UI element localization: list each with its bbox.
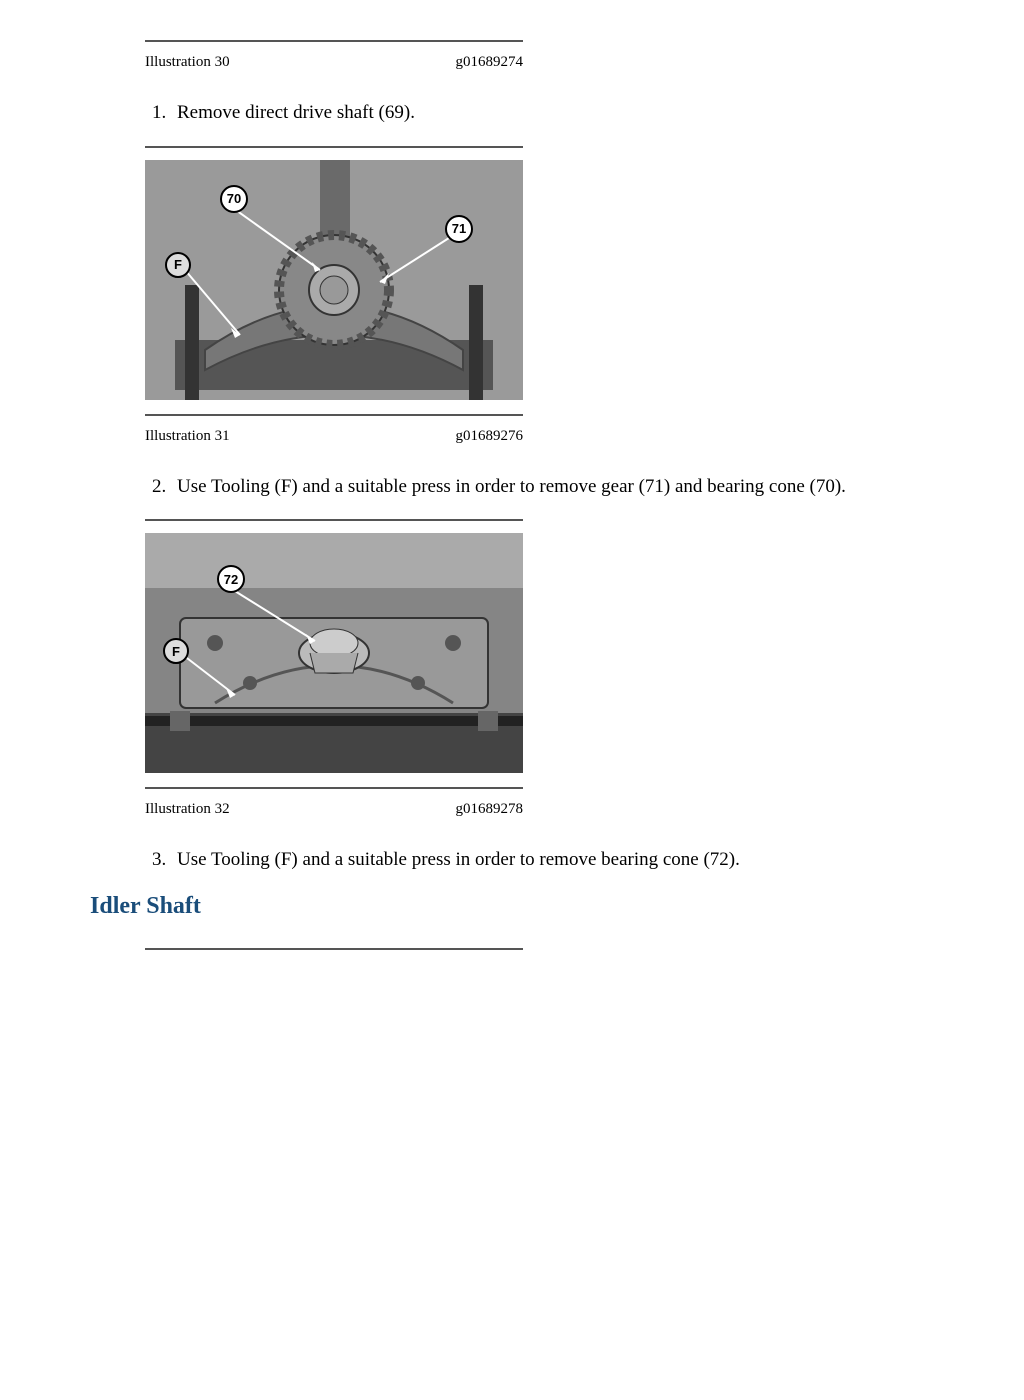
section-idler-shaft: Idler Shaft: [90, 893, 934, 920]
step-list-3: Use Tooling (F) and a suitable press in …: [145, 846, 934, 875]
step-2: Use Tooling (F) and a suitable press in …: [171, 473, 934, 502]
figure-32-rule-top: [145, 519, 523, 521]
figure-32-label: Illustration 32: [145, 801, 230, 818]
step-1-text: Remove direct drive shaft (69).: [177, 102, 415, 123]
step-list-2: Use Tooling (F) and a suitable press in …: [145, 473, 934, 502]
step-list-1: Remove direct drive shaft (69).: [145, 99, 934, 128]
figure-next-block: [145, 948, 934, 950]
callout-71: 71: [445, 215, 473, 243]
figure-30-block: Illustration 30 g01689274: [145, 40, 934, 79]
figure-31-image: 70 71 F: [145, 160, 523, 400]
callout-70: 70: [220, 185, 248, 213]
figure-30-code: g01689274: [456, 54, 524, 71]
step-1: Remove direct drive shaft (69).: [171, 99, 934, 128]
step-3: Use Tooling (F) and a suitable press in …: [171, 846, 934, 875]
figure-30-caption: Illustration 30 g01689274: [145, 42, 523, 79]
figure-32-block: 72 F Illustration 32 g01689278: [145, 519, 934, 826]
figure-31-rule-top: [145, 146, 523, 148]
figure-31-svg: [145, 160, 523, 400]
figure-32-image: 72 F: [145, 533, 523, 773]
figure-31-label: Illustration 31: [145, 428, 230, 445]
step-2-text: Use Tooling (F) and a suitable press in …: [177, 476, 846, 497]
figure-31-code: g01689276: [456, 428, 524, 445]
figure-31-block: 70 71 F Illustration 31 g01689276: [145, 146, 934, 453]
step-3-text: Use Tooling (F) and a suitable press in …: [177, 849, 740, 870]
figure-32-caption: Illustration 32 g01689278: [145, 789, 523, 826]
figure-next-rule-top: [145, 948, 523, 950]
figure-32-code: g01689278: [456, 801, 524, 818]
figure-32-svg: [145, 533, 523, 773]
callout-F-32: F: [163, 638, 189, 664]
figure-31-caption: Illustration 31 g01689276: [145, 416, 523, 453]
callout-F-31: F: [165, 252, 191, 278]
callout-72: 72: [217, 565, 245, 593]
figure-30-label: Illustration 30: [145, 54, 230, 71]
